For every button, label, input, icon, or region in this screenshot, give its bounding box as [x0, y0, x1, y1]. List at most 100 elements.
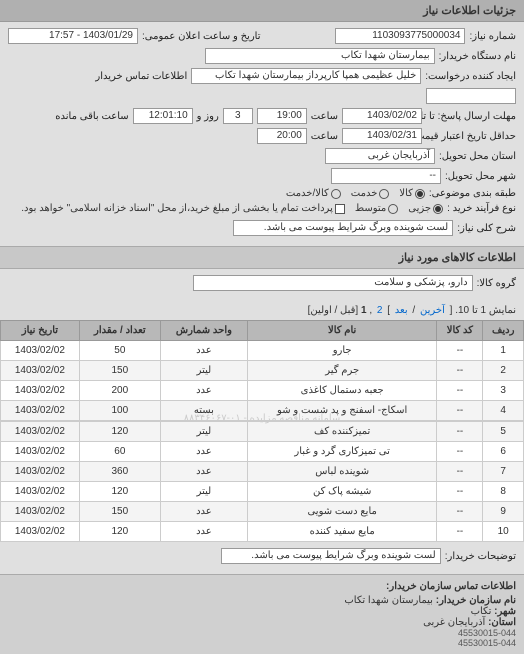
- table-cell: 1403/02/02: [1, 361, 80, 381]
- table-cell: 120: [79, 522, 160, 542]
- table-cell: 50: [79, 341, 160, 361]
- table-cell: 360: [79, 462, 160, 482]
- table-row: 7--شوینده لباسعدد3601403/02/02: [1, 462, 524, 482]
- table-cell: 60: [79, 442, 160, 462]
- radio-icon: [331, 189, 341, 199]
- col-header: واحد شمارش: [160, 321, 247, 341]
- notes-section: توضیحات خریدار: لست شوینده وبرگ شرایط پی…: [0, 542, 524, 574]
- creator-field: خلیل عظیمی همپا کارپرداز بیمارستان شهدا …: [191, 68, 421, 84]
- table-cell: --: [437, 482, 483, 502]
- table-cell: 6: [483, 442, 524, 462]
- table-cell: عدد: [160, 381, 247, 401]
- table-cell: 3: [483, 381, 524, 401]
- table-cell: --: [437, 381, 483, 401]
- table-cell: 8: [483, 482, 524, 502]
- info-section: شماره نیاز: 1103093775000034 تاریخ و ساع…: [0, 22, 524, 246]
- radio-medium[interactable]: متوسط: [355, 203, 398, 214]
- table-cell: 1403/02/02: [1, 502, 80, 522]
- buyer-label: نام دستگاه خریدار:: [439, 51, 516, 62]
- req-no-label: شماره نیاز:: [469, 31, 516, 42]
- footer: اطلاعات تماس سازمان خریدار: نام سازمان خ…: [0, 574, 524, 654]
- page-title: جزئیات اطلاعات نیاز: [423, 5, 516, 17]
- table-row: 10--مایع سفید کنندهعدد1201403/02/02: [1, 522, 524, 542]
- table-cell: 150: [79, 361, 160, 381]
- time-label-1: ساعت: [311, 111, 338, 122]
- table-cell: 7: [483, 462, 524, 482]
- state-label: استان محل تحویل:: [439, 151, 516, 162]
- checkbox-icon: [335, 204, 345, 214]
- radio-icon: [388, 204, 398, 214]
- table-cell: --: [437, 462, 483, 482]
- table-row: 2--جرم گیرلیتر1501403/02/02: [1, 361, 524, 381]
- radio-icon: [433, 204, 443, 214]
- time-label-2: ساعت: [311, 131, 338, 142]
- days-and-label: روز و: [197, 111, 219, 122]
- table-cell: شیشه پاک کن: [247, 482, 436, 502]
- table-row: 1--جاروعدد501403/02/02: [1, 341, 524, 361]
- table-cell: عدد: [160, 522, 247, 542]
- table-cell: 120: [79, 422, 160, 442]
- table-cell: 1403/02/02: [1, 401, 80, 421]
- table-row: 4--اسکاج- اسفنج و پد شست و شوبسته1001403…: [1, 401, 524, 421]
- table-cell: 150: [79, 502, 160, 522]
- footer-phone1: 45530015-044: [8, 628, 516, 638]
- table-cell: بسته: [160, 401, 247, 421]
- col-header: ردیف: [483, 321, 524, 341]
- buyer-field: بیمارستان شهدا تکاب: [205, 48, 435, 64]
- general-field: لست شوینده وبرگ شرایط پیوست می باشد.: [233, 220, 453, 236]
- pager: نمایش 1 تا 10. [ آخرین / بعد ] 2 , 1 [قب…: [0, 301, 524, 320]
- table-cell: عدد: [160, 502, 247, 522]
- radio-goods[interactable]: کالا: [399, 188, 425, 199]
- radio-both[interactable]: کالا/خدمت: [286, 188, 341, 199]
- table-cell: جرم گیر: [247, 361, 436, 381]
- city-label: شهر محل تحویل:: [445, 171, 516, 182]
- col-header: کد کالا: [437, 321, 483, 341]
- table-cell: تی تمیزکاری گرد و غبار: [247, 442, 436, 462]
- table-cell: --: [437, 442, 483, 462]
- pager-next[interactable]: بعد: [395, 305, 408, 316]
- radio-icon: [415, 189, 425, 199]
- radio-small[interactable]: جزیی: [408, 203, 443, 214]
- table-cell: --: [437, 361, 483, 381]
- table-cell: --: [437, 522, 483, 542]
- pager-last[interactable]: آخرین: [420, 305, 445, 316]
- table-cell: 1403/02/02: [1, 522, 80, 542]
- table-cell: لیتر: [160, 361, 247, 381]
- table-cell: مایع سفید کننده: [247, 522, 436, 542]
- checkbox-treasury[interactable]: پرداخت تمام یا بخشی از مبلغ خرید،از محل …: [21, 203, 345, 214]
- col-header: تعداد / مقدار: [79, 321, 160, 341]
- table-row: 9--مایع دست شوییعدد1501403/02/02: [1, 502, 524, 522]
- table-cell: --: [437, 422, 483, 442]
- validity-label: حداقل تاریخ اعتبار قیمت: تا تاریخ:: [426, 131, 516, 142]
- class-label: طبقه بندی موضوعی:: [429, 188, 516, 199]
- page-header: جزئیات اطلاعات نیاز: [0, 0, 524, 22]
- pager-p1: 1: [361, 305, 367, 316]
- table-cell: اسکاج- اسفنج و پد شست و شو: [247, 401, 436, 421]
- col-header: نام کالا: [247, 321, 436, 341]
- table-cell: 100: [79, 401, 160, 421]
- radio-service[interactable]: خدمت: [351, 188, 390, 199]
- table-cell: 10: [483, 522, 524, 542]
- notes-field: لست شوینده وبرگ شرایط پیوست می باشد.: [221, 548, 441, 564]
- table-cell: 1403/02/02: [1, 482, 80, 502]
- table-cell: 1403/02/02: [1, 341, 80, 361]
- table-cell: 9: [483, 502, 524, 522]
- state-field: آذربایجان غربی: [325, 148, 435, 164]
- deadline-time: 19:00: [257, 108, 307, 124]
- pager-p2[interactable]: 2: [377, 305, 383, 316]
- table-cell: شوینده لباس: [247, 462, 436, 482]
- table-cell: 1403/02/02: [1, 381, 80, 401]
- table-cell: عدد: [160, 442, 247, 462]
- table-cell: 1403/02/02: [1, 442, 80, 462]
- table-row: 6--تی تمیزکاری گرد و غبارعدد601403/02/02: [1, 442, 524, 462]
- table-cell: --: [437, 341, 483, 361]
- col-header: تاریخ نیاز: [1, 321, 80, 341]
- table-cell: لیتر: [160, 422, 247, 442]
- general-label: شرح کلی نیاز:: [457, 223, 516, 234]
- remain-field: 12:01:10: [133, 108, 193, 124]
- table-cell: --: [437, 502, 483, 522]
- table-cell: جارو: [247, 341, 436, 361]
- buytype-label: نوع فرآیند خرید :: [447, 203, 516, 214]
- table-cell: 5: [483, 422, 524, 442]
- creator-label: ایجاد کننده درخواست:: [425, 71, 516, 82]
